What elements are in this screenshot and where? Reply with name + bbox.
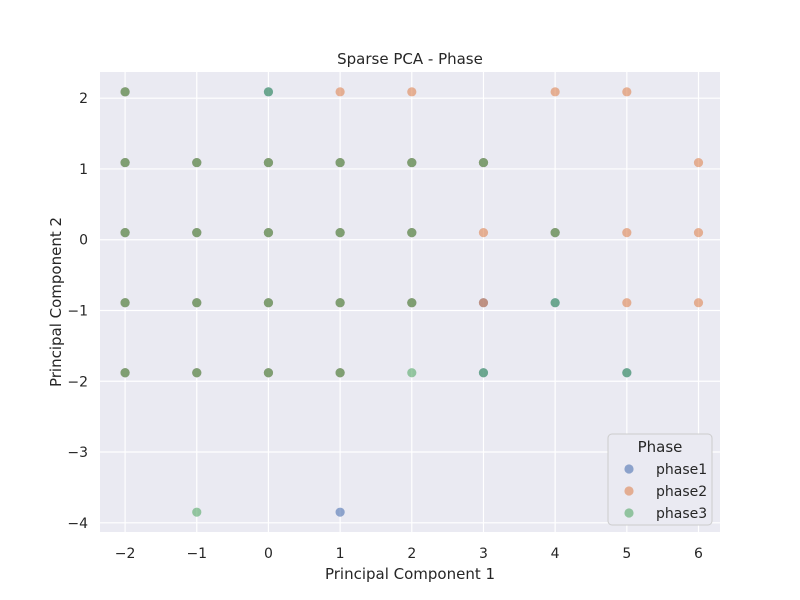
x-tick-label: −2: [115, 546, 136, 562]
data-point: [120, 228, 130, 238]
data-point: [120, 368, 130, 378]
data-point: [550, 228, 560, 238]
data-point: [693, 157, 704, 168]
series-phase3: [120, 87, 632, 517]
data-point: [407, 157, 417, 168]
data-point: [120, 87, 130, 97]
data-point: [263, 228, 274, 238]
x-tick-label: 2: [407, 546, 416, 562]
data-point: [478, 298, 489, 308]
legend: Phase phase1 phase2 phase3: [607, 433, 713, 526]
data-point: [263, 368, 274, 378]
chart-title: Sparse PCA - Phase: [337, 50, 483, 68]
data-point: [120, 157, 130, 168]
data-point: [693, 228, 704, 238]
data-point: [335, 368, 345, 378]
data-point: [407, 228, 417, 238]
data-point: [120, 298, 130, 308]
data-point: [192, 298, 202, 308]
x-tick-label: −1: [186, 546, 207, 562]
data-point: [263, 298, 274, 308]
data-point: [335, 157, 345, 168]
x-tick-label: 3: [479, 546, 488, 562]
x-axis-label: Principal Component 1: [325, 565, 495, 583]
y-tick-label: −4: [67, 516, 88, 532]
data-point: [478, 368, 489, 378]
x-tick-label: 4: [551, 546, 560, 562]
y-ticks: −4 −3 −2 −1 0 1 2: [67, 91, 88, 532]
legend-label: phase1: [656, 462, 707, 478]
data-point: [335, 228, 345, 238]
data-point: [407, 368, 417, 378]
data-point: [622, 87, 632, 97]
y-tick-label: −1: [67, 303, 88, 319]
legend-marker: [624, 508, 634, 518]
x-tick-label: 1: [336, 546, 345, 562]
y-tick-label: 0: [79, 233, 88, 249]
legend-marker: [624, 486, 634, 496]
data-point: [192, 368, 202, 378]
data-point: [335, 507, 345, 517]
x-tick-label: 5: [622, 546, 631, 562]
legend-marker: [624, 464, 634, 474]
data-point: [335, 87, 345, 97]
y-tick-label: −3: [67, 445, 88, 461]
data-point: [622, 228, 632, 238]
legend-title: Phase: [638, 438, 683, 456]
data-point: [550, 87, 560, 97]
data-point: [407, 298, 417, 308]
data-point: [407, 87, 417, 97]
x-tick-label: 0: [264, 546, 273, 562]
y-tick-label: 1: [79, 162, 88, 178]
data-points: [120, 87, 704, 517]
y-tick-label: −2: [67, 374, 88, 390]
data-point: [693, 298, 704, 308]
data-point: [263, 87, 274, 97]
data-point: [192, 228, 202, 238]
data-point: [550, 298, 560, 308]
legend-label: phase2: [656, 484, 707, 500]
y-axis-label: Principal Component 2: [47, 217, 65, 387]
data-point: [263, 157, 274, 168]
data-point: [478, 228, 489, 238]
data-point: [335, 298, 345, 308]
legend-label: phase3: [656, 506, 707, 522]
x-tick-label: 6: [694, 546, 703, 562]
y-tick-label: 2: [79, 91, 88, 107]
data-point: [622, 368, 632, 378]
x-ticks: −2 −1 0 1 2 3 4 5 6: [115, 546, 703, 562]
data-point: [622, 298, 632, 308]
legend-box: [607, 433, 713, 526]
data-point: [192, 157, 202, 168]
legend-entries: phase1 phase2 phase3: [624, 462, 707, 522]
data-point: [192, 507, 202, 517]
data-point: [478, 157, 489, 168]
